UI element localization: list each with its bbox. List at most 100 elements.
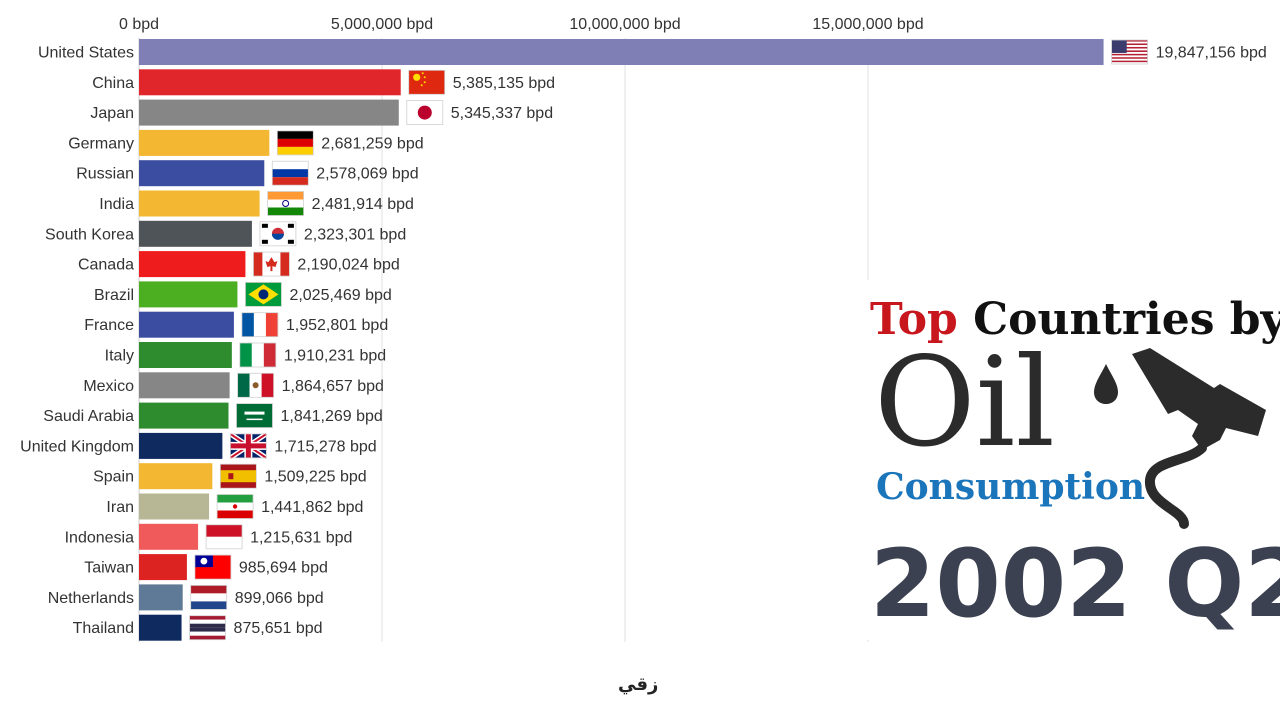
flag-us-icon	[1111, 39, 1148, 65]
gridlines	[138, 38, 869, 642]
bar-row: China 5,385,135 bpd	[92, 69, 555, 96]
value-label: 2,323,301 bpd	[304, 226, 406, 243]
title-consumption-word: Consumption	[876, 466, 1146, 508]
bar	[139, 554, 187, 581]
bar	[139, 311, 234, 338]
bar	[139, 402, 229, 429]
x-tick-label: 5,000,000 bpd	[331, 16, 433, 33]
flag-it-icon	[239, 342, 277, 368]
category-label: Japan	[90, 105, 134, 122]
oil-drop-icon	[1094, 364, 1118, 404]
flag-fr-icon	[241, 312, 279, 338]
flag-id-icon	[205, 524, 243, 550]
bar-row: Saudi Arabia 1,841,269 bpd	[43, 402, 383, 429]
value-label: 2,481,914 bpd	[312, 196, 414, 213]
bar	[139, 160, 265, 187]
value-label: 1,841,269 bpd	[280, 408, 382, 425]
category-label: Italy	[105, 348, 134, 365]
bar	[139, 493, 210, 520]
category-label: United Kingdom	[20, 438, 134, 455]
bar-row: Brazil 2,025,469 bpd	[94, 281, 392, 308]
title-line1: Top Countries by	[870, 290, 1280, 350]
category-label: Brazil	[94, 287, 134, 304]
bar-row: Mexico 1,864,657 bpd	[83, 372, 384, 399]
value-label: 5,385,135 bpd	[453, 75, 555, 92]
flag-gb-icon	[228, 431, 268, 460]
flag-kr-icon	[259, 221, 297, 247]
flag-sa-icon	[236, 403, 273, 429]
bar	[139, 39, 1104, 65]
flag-br-icon	[245, 281, 282, 307]
category-label: India	[99, 196, 134, 213]
value-label: 1,509,225 bpd	[264, 469, 366, 486]
bar-row: United Kingdom 1,715,278 bpd	[20, 431, 377, 460]
flag-ca-icon	[253, 251, 290, 277]
bar-row: Spain 1,509,225 bpd	[93, 463, 367, 490]
bar	[139, 69, 401, 96]
bar	[139, 463, 213, 490]
flag-es-icon	[219, 463, 257, 489]
bar-row: Iran 1,441,862 bpd	[106, 493, 363, 520]
x-tick-label: 15,000,000 bpd	[812, 16, 923, 33]
flag-de-icon	[276, 130, 314, 156]
category-label: Spain	[93, 469, 134, 486]
title-top-word: Top	[870, 294, 958, 345]
category-label: Iran	[106, 499, 134, 516]
bar-row: Japan 5,345,337 bpd	[90, 99, 553, 126]
value-label: 2,025,469 bpd	[289, 287, 391, 304]
flag-tw-icon	[194, 554, 232, 580]
category-label: Russian	[76, 166, 134, 183]
x-tick-label: 10,000,000 bpd	[569, 16, 680, 33]
flag-cn-icon	[408, 69, 446, 95]
watermark-logo: زقي	[618, 674, 659, 695]
bar	[139, 99, 399, 126]
bar-row: United States 19,847,156 bpd	[38, 39, 1267, 65]
flag-ir-icon	[216, 494, 254, 519]
flag-th-icon	[189, 615, 226, 641]
category-label: Indonesia	[65, 529, 134, 546]
bar-row: Canada 2,190,024 bpd	[78, 251, 400, 278]
title-countries-by: Countries by	[973, 294, 1280, 345]
category-label: Germany	[68, 135, 134, 152]
flag-in-icon	[267, 191, 305, 216]
bar	[139, 432, 223, 459]
flag-nl-icon	[190, 585, 228, 610]
fuel-pump-icon	[1094, 348, 1266, 529]
category-label: Thailand	[73, 620, 134, 637]
bar-row: Russian 2,578,069 bpd	[76, 160, 419, 187]
value-label: 1,441,862 bpd	[261, 499, 363, 516]
value-label: 1,864,657 bpd	[282, 378, 384, 395]
value-label: 899,066 bpd	[235, 590, 324, 607]
value-label: 5,345,337 bpd	[451, 105, 553, 122]
title-panel: Top Countries by Oil Consumption 2002 Q2	[866, 280, 1280, 640]
bar	[139, 281, 238, 308]
value-label: 1,215,631 bpd	[250, 529, 352, 546]
flag-jp-icon	[406, 100, 444, 125]
value-label: 875,651 bpd	[234, 620, 323, 637]
bar	[139, 372, 230, 399]
category-label: Saudi Arabia	[43, 408, 134, 425]
bar	[139, 584, 183, 611]
bar-row: Taiwan 985,694 bpd	[84, 554, 328, 581]
bar-row: Netherlands 899,066 bpd	[48, 584, 324, 611]
bar	[139, 251, 246, 278]
flag-mx-icon	[237, 372, 275, 398]
bar	[139, 220, 252, 247]
value-label: 1,715,278 bpd	[274, 438, 376, 455]
category-label: South Korea	[45, 226, 134, 243]
bar	[139, 129, 270, 156]
category-label: Netherlands	[48, 590, 134, 607]
bar-row: France 1,952,801 bpd	[84, 311, 388, 338]
value-label: 19,847,156 bpd	[1156, 45, 1267, 62]
bar-row: Italy 1,910,231 bpd	[105, 342, 386, 368]
category-label: Canada	[78, 257, 134, 274]
bar	[139, 614, 182, 641]
flag-ru-icon	[271, 160, 309, 186]
category-label: Taiwan	[84, 560, 134, 577]
bar-row: Indonesia 1,215,631 bpd	[65, 523, 352, 550]
bar	[139, 342, 232, 368]
bars: United States 19,847,156 bpd China 5,385,13…	[20, 39, 1267, 641]
bar-row: India 2,481,914 bpd	[99, 190, 414, 217]
value-label: 1,910,231 bpd	[284, 348, 386, 365]
